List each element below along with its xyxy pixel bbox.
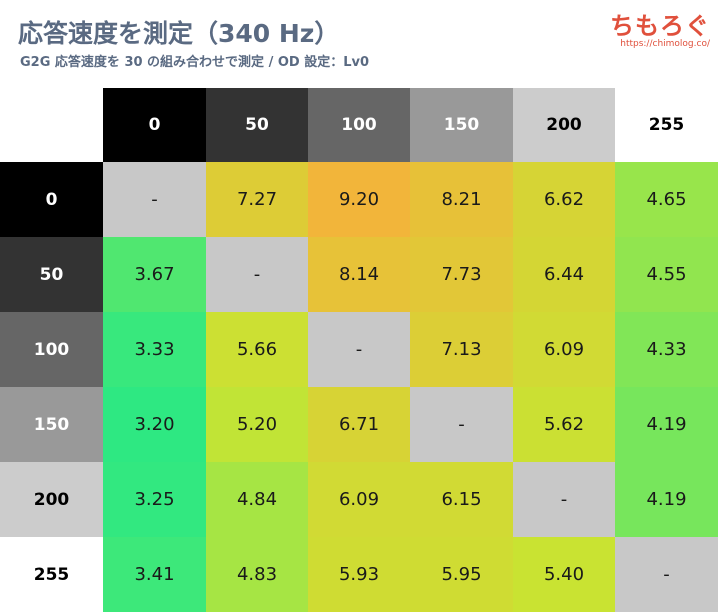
heatmap-cell: 6.62	[513, 162, 615, 237]
heatmap-cell: -	[615, 537, 718, 612]
heatmap-cell: 3.20	[103, 387, 206, 462]
heatmap-cell: 6.09	[513, 312, 615, 387]
heatmap-cell: 4.19	[615, 387, 718, 462]
heatmap-cell: 4.84	[206, 462, 308, 537]
brand-name: ちもろぐ	[610, 12, 710, 40]
heatmap-cell: 5.93	[308, 537, 410, 612]
heatmap-cell: 8.14	[308, 237, 410, 312]
heatmap-cell: 7.27	[206, 162, 308, 237]
heatmap-cell: 6.44	[513, 237, 615, 312]
heatmap-cell: 6.09	[308, 462, 410, 537]
heatmap-cell: 3.67	[103, 237, 206, 312]
brand-url: https://chimolog.co/	[620, 39, 710, 49]
column-header: 200	[513, 88, 615, 162]
heatmap-cell: 4.19	[615, 462, 718, 537]
column-header: 100	[308, 88, 410, 162]
heatmap-cell: 3.41	[103, 537, 206, 612]
heatmap-cell: 3.33	[103, 312, 206, 387]
brand-logo: ちもろぐ https://chimolog.co/	[610, 6, 710, 49]
heatmap-cell: 8.21	[410, 162, 513, 237]
column-header: 50	[206, 88, 308, 162]
heatmap-cell: -	[410, 387, 513, 462]
heatmap-cell: 4.65	[615, 162, 718, 237]
heatmap-cell: 4.83	[206, 537, 308, 612]
heatmap-cell: 5.20	[206, 387, 308, 462]
chart-title: 応答速度を測定（340 Hz）	[18, 19, 340, 48]
heatmap-cell: 4.33	[615, 312, 718, 387]
heatmap-cell: -	[103, 162, 206, 237]
heatmap-cell: 5.66	[206, 312, 308, 387]
row-header: 200	[0, 462, 103, 537]
heatmap-cell: 7.73	[410, 237, 513, 312]
heatmap-cell: 9.20	[308, 162, 410, 237]
heatmap-cell: -	[308, 312, 410, 387]
heatmap-cell: -	[206, 237, 308, 312]
chart-subtitle: G2G 応答速度を 30 の組み合わせで測定 / OD 設定：Lv0	[20, 55, 370, 70]
row-header: 100	[0, 312, 103, 387]
row-header: 150	[0, 387, 103, 462]
heatmap-cell: 5.95	[410, 537, 513, 612]
heatmap-cell: 5.40	[513, 537, 615, 612]
heatmap-cell: 6.15	[410, 462, 513, 537]
row-header: 0	[0, 162, 103, 237]
column-header: 0	[103, 88, 206, 162]
row-header: 255	[0, 537, 103, 612]
heatmap-cell: 3.25	[103, 462, 206, 537]
heatmap-cell: 5.62	[513, 387, 615, 462]
heatmap-cell: -	[513, 462, 615, 537]
row-header: 50	[0, 237, 103, 312]
heatmap-cell: 7.13	[410, 312, 513, 387]
column-header: 150	[410, 88, 513, 162]
column-header: 255	[615, 88, 718, 162]
heatmap-cell: 6.71	[308, 387, 410, 462]
heatmap-cell: 4.55	[615, 237, 718, 312]
